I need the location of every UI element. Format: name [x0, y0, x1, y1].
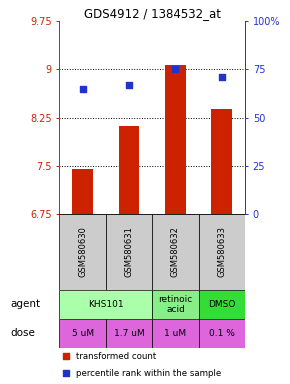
- Text: retinoic
acid: retinoic acid: [158, 295, 193, 314]
- Bar: [199, 290, 245, 319]
- Text: GSM580633: GSM580633: [217, 227, 226, 277]
- Text: percentile rank within the sample: percentile rank within the sample: [76, 369, 221, 378]
- Point: [127, 82, 131, 88]
- Bar: [72, 169, 93, 214]
- Bar: [59, 290, 152, 319]
- Point: [220, 74, 224, 80]
- Text: dose: dose: [11, 328, 36, 338]
- Text: 5 uM: 5 uM: [72, 329, 94, 338]
- Text: GSM580631: GSM580631: [124, 227, 134, 277]
- Text: GSM580632: GSM580632: [171, 227, 180, 277]
- Point: [173, 66, 178, 73]
- Text: DMSO: DMSO: [208, 300, 235, 309]
- Bar: [152, 214, 199, 290]
- Bar: [59, 319, 106, 348]
- Text: 1 uM: 1 uM: [164, 329, 186, 338]
- Point: [64, 371, 69, 377]
- Bar: [211, 109, 232, 214]
- Bar: [199, 319, 245, 348]
- Text: agent: agent: [11, 299, 41, 309]
- Text: 0.1 %: 0.1 %: [209, 329, 235, 338]
- Text: transformed count: transformed count: [76, 352, 156, 361]
- Point: [80, 86, 85, 92]
- Text: KHS101: KHS101: [88, 300, 124, 309]
- Title: GDS4912 / 1384532_at: GDS4912 / 1384532_at: [84, 7, 221, 20]
- Bar: [106, 319, 152, 348]
- Bar: [165, 65, 186, 214]
- Bar: [106, 214, 152, 290]
- Bar: [199, 214, 245, 290]
- Text: 1.7 uM: 1.7 uM: [114, 329, 144, 338]
- Bar: [119, 126, 139, 214]
- Bar: [152, 319, 199, 348]
- Point: [64, 353, 69, 359]
- Bar: [59, 214, 106, 290]
- Text: GSM580630: GSM580630: [78, 227, 87, 277]
- Bar: [152, 290, 199, 319]
